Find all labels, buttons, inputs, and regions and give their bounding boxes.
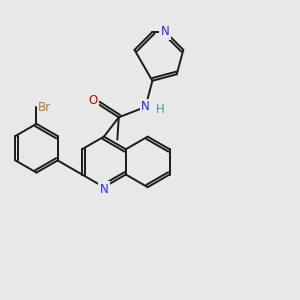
Text: N: N bbox=[100, 183, 108, 196]
Text: H: H bbox=[155, 103, 164, 116]
Text: Br: Br bbox=[38, 101, 51, 114]
Text: N: N bbox=[141, 100, 150, 113]
Text: O: O bbox=[88, 94, 97, 107]
Text: N: N bbox=[161, 26, 170, 38]
